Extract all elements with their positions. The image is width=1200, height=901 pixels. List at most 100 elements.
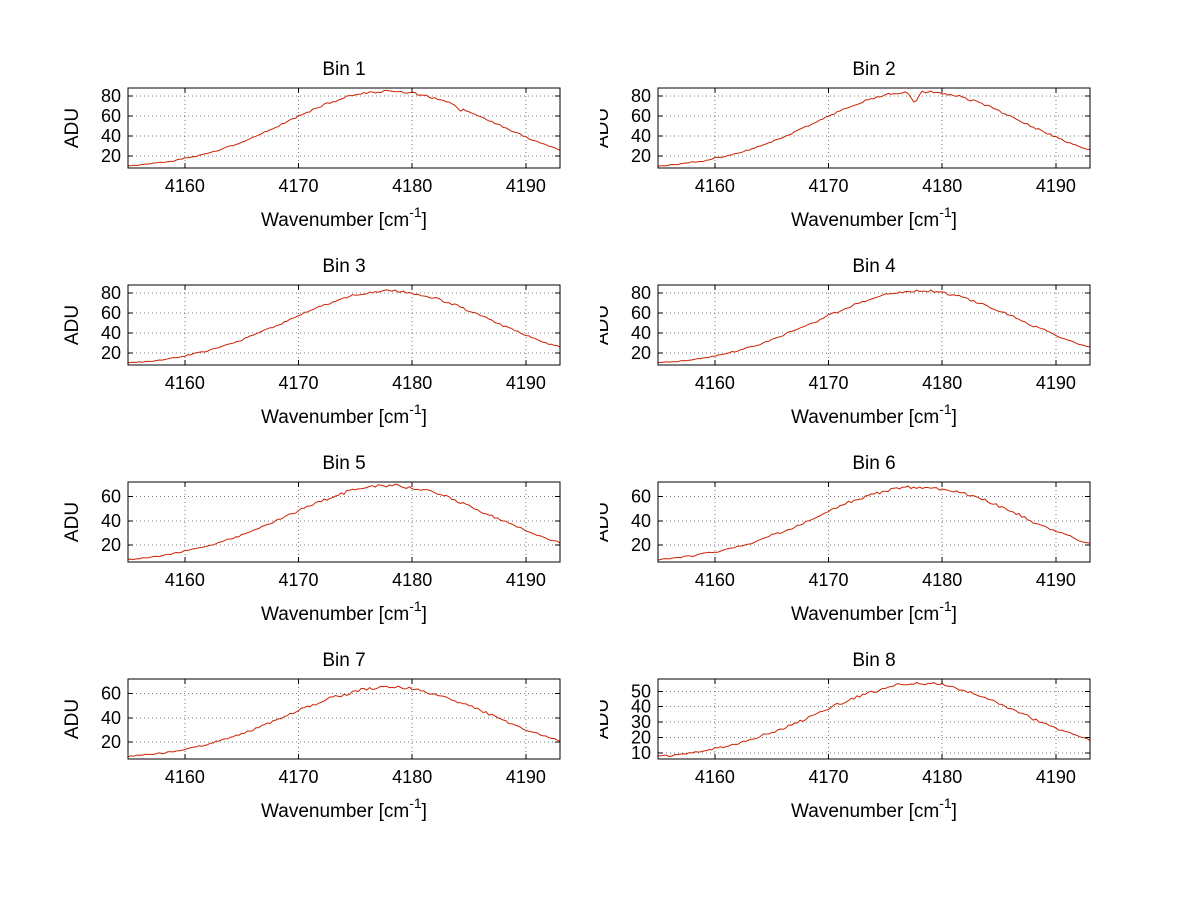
y-axis-label: ADU [600, 305, 613, 345]
subplot-bin-8: 4160 4170 4180 4190 10 20 30 40 50 Bin 8 ADU Wavenu… [592, 631, 1200, 828]
spectrum-line [128, 89, 561, 167]
x-tick-label: 4170 [279, 570, 319, 590]
x-tick-label: 4160 [695, 767, 735, 787]
y-tick-label: 20 [101, 535, 121, 555]
y-tick-label: 60 [631, 303, 651, 323]
y-axis-label: ADU [62, 305, 83, 345]
y-tick-label: 80 [631, 86, 651, 106]
subplot-bin-6: 4160 4170 4180 4190 20 40 60 Bin 6 ADU Wavenumber… [592, 434, 1200, 631]
subplot-svg: 4160 4170 4180 4190 20 40 60 Bin 7 ADU Wavenumber… [62, 650, 561, 822]
y-tick-label: 40 [631, 511, 651, 531]
y-tick-label: 40 [101, 708, 121, 728]
x-tick-label: 4190 [1036, 570, 1076, 590]
y-tick-label: 40 [101, 511, 121, 531]
subplot-title: Bin 7 [322, 650, 365, 671]
x-tick-label: 4160 [165, 767, 205, 787]
y-axis-label: ADU [62, 502, 83, 542]
y-axis-label: ADU [62, 699, 83, 739]
x-tick-label: 4180 [922, 176, 962, 196]
axis-box [657, 87, 1091, 169]
y-tick-label: 60 [101, 303, 121, 323]
spectrum-line [657, 485, 1091, 561]
x-tick-label: 4190 [1036, 176, 1076, 196]
x-tick-label: 4180 [392, 176, 432, 196]
x-tick-label: 4170 [279, 373, 319, 393]
subplot-title: Bin 4 [852, 256, 896, 277]
x-tick-label: 4180 [922, 570, 962, 590]
x-axis-label: Wavenumber [cm-1] [791, 204, 957, 231]
subplot-title: Bin 5 [322, 453, 365, 474]
x-axis-label: Wavenumber [cm-1] [791, 401, 957, 428]
x-tick-label: 4170 [809, 767, 849, 787]
axis-box [657, 284, 1091, 366]
x-axis-label: Wavenumber [cm-1] [791, 598, 957, 625]
x-axis-label: Wavenumber [cm-1] [791, 795, 957, 822]
y-axis-label: ADU [62, 108, 83, 148]
x-tick-label: 4180 [392, 373, 432, 393]
spectrum-line [657, 681, 1091, 758]
spectrum-line [127, 685, 561, 758]
x-axis-label: Wavenumber [cm-1] [261, 204, 427, 231]
y-tick-label: 20 [631, 146, 651, 166]
subplot-bin-1: 4160 4170 4180 4190 20 40 60 80 Bin 1 ADU Wavenumb… [0, 40, 600, 237]
x-axis-label: Wavenumber [cm-1] [261, 795, 427, 822]
subplot-title: Bin 3 [322, 256, 365, 277]
x-axis-label: Wavenumber [cm-1] [261, 598, 427, 625]
axis-box [657, 678, 1091, 760]
spectra-figure: 4160 4170 4180 4190 20 40 60 80 Bin 1 ADU Wavenumb… [0, 40, 1200, 828]
axis-box [127, 284, 561, 366]
y-tick-label: 60 [631, 487, 651, 507]
x-tick-label: 4180 [922, 767, 962, 787]
subplot-bin-3: 4160 4170 4180 4190 20 40 60 80 Bin 3 ADU Wavenumb… [0, 237, 600, 434]
y-axis-label: ADU [600, 108, 613, 148]
axis-box [127, 87, 561, 169]
x-tick-label: 4170 [809, 373, 849, 393]
x-tick-label: 4160 [165, 570, 205, 590]
x-tick-label: 4160 [695, 373, 735, 393]
y-axis-label: ADU [600, 699, 613, 739]
y-tick-label: 40 [631, 323, 651, 343]
y-tick-label: 20 [101, 146, 121, 166]
y-tick-label: 30 [631, 712, 651, 732]
subplot-title: Bin 2 [852, 59, 895, 80]
x-tick-label: 4190 [506, 176, 546, 196]
x-tick-label: 4170 [279, 176, 319, 196]
x-tick-label: 4180 [392, 570, 432, 590]
y-tick-label: 40 [631, 697, 651, 717]
y-tick-label: 40 [101, 323, 121, 343]
y-tick-label: 40 [101, 126, 121, 146]
x-tick-label: 4180 [392, 767, 432, 787]
subplot-title: Bin 1 [322, 59, 365, 80]
spectrum-line [127, 483, 561, 561]
y-tick-label: 60 [101, 684, 121, 704]
y-tick-label: 80 [631, 283, 651, 303]
spectrum-line [127, 289, 561, 364]
x-tick-label: 4190 [506, 570, 546, 590]
axis-box [127, 678, 561, 760]
y-tick-label: 80 [101, 283, 121, 303]
subplot-svg: 4160 4170 4180 4190 20 40 60 Bin 6 ADU Wavenumber… [592, 453, 1091, 625]
x-tick-label: 4160 [695, 176, 735, 196]
y-tick-label: 60 [631, 106, 651, 126]
subplot-bin-5: 4160 4170 4180 4190 20 40 60 Bin 5 ADU Wavenumber… [0, 434, 600, 631]
x-tick-label: 4170 [809, 176, 849, 196]
x-tick-label: 4180 [922, 373, 962, 393]
subplot-svg: 4160 4170 4180 4190 20 40 60 Bin 5 ADU Wavenumber… [62, 453, 561, 625]
subplot-title: Bin 6 [852, 453, 895, 474]
y-tick-label: 60 [101, 106, 121, 126]
x-tick-label: 4170 [279, 767, 319, 787]
subplot-bin-7: 4160 4170 4180 4190 20 40 60 Bin 7 ADU Wavenumber… [0, 631, 600, 828]
subplot-title: Bin 8 [852, 650, 895, 671]
y-tick-label: 80 [101, 86, 121, 106]
x-axis-label: Wavenumber [cm-1] [261, 401, 427, 428]
y-axis-label: ADU [600, 502, 613, 542]
subplot-bin-2: 4160 4170 4180 4190 20 40 60 80 Bin 2 ADU Wavenumb… [592, 40, 1200, 237]
x-tick-label: 4160 [165, 373, 205, 393]
y-tick-label: 60 [101, 487, 121, 507]
y-tick-label: 40 [631, 126, 651, 146]
